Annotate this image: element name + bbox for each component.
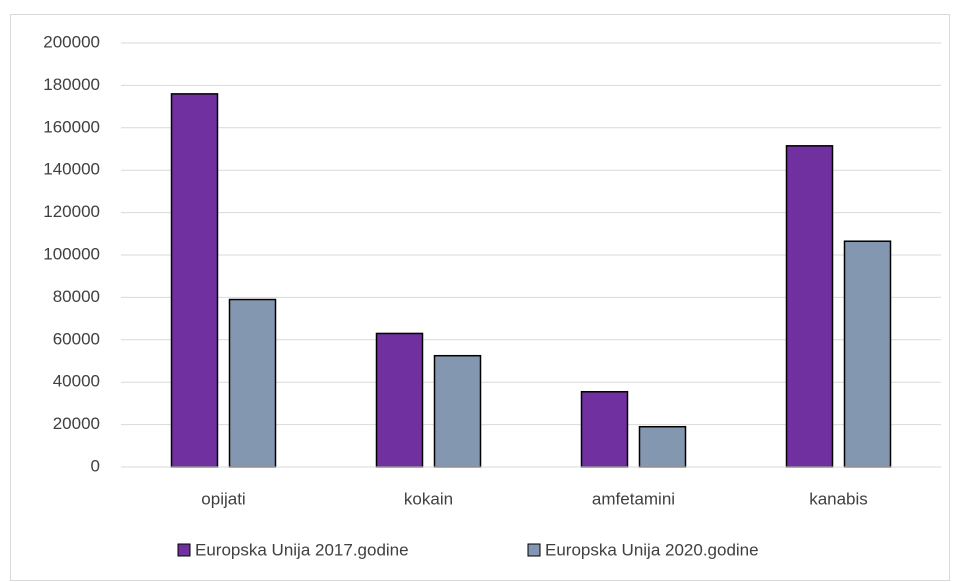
bar xyxy=(170,93,219,468)
bar xyxy=(580,390,629,468)
bar xyxy=(843,240,892,468)
y-tick-label: 120000 xyxy=(43,202,100,221)
y-tick-label: 160000 xyxy=(43,117,100,136)
legend-swatch xyxy=(177,543,191,557)
x-tick-label: amfetamini xyxy=(592,489,675,508)
bar xyxy=(375,332,424,468)
x-tick-label: opijati xyxy=(201,489,245,508)
y-tick-label: 0 xyxy=(91,456,100,475)
y-tick-label: 20000 xyxy=(53,414,100,433)
y-tick-label: 100000 xyxy=(43,244,100,263)
y-tick-label: 60000 xyxy=(53,329,100,348)
y-tick-label: 180000 xyxy=(43,75,100,94)
bar xyxy=(638,425,687,468)
y-tick-label: 200000 xyxy=(43,32,100,51)
bar xyxy=(785,145,834,468)
y-tick-label: 140000 xyxy=(43,160,100,179)
legend-label: Europska Unija 2020.godine xyxy=(545,540,759,559)
y-tick-label: 40000 xyxy=(53,372,100,391)
legend-swatch xyxy=(527,543,541,557)
legend-label: Europska Unija 2017.godine xyxy=(195,540,409,559)
bar xyxy=(228,298,277,468)
x-tick-label: kanabis xyxy=(809,489,868,508)
chart-border xyxy=(10,14,950,581)
y-tick-label: 80000 xyxy=(53,287,100,306)
bar xyxy=(433,354,482,468)
x-tick-label: kokain xyxy=(404,489,453,508)
